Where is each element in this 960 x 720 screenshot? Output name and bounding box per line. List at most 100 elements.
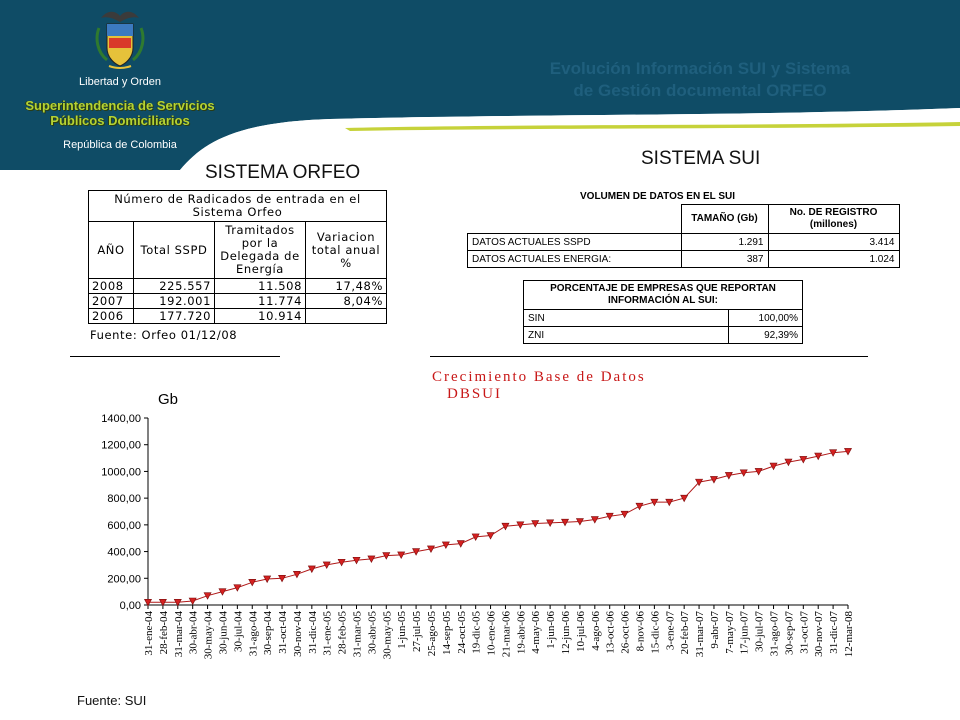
table-row: 2006 177.720 10.914	[88, 308, 387, 324]
orfeo-cell: 11.774	[214, 293, 306, 309]
data-point	[486, 532, 495, 540]
companies-cell: SIN	[523, 309, 729, 327]
y-tick-label: 1000,00	[101, 466, 141, 478]
data-point	[322, 561, 331, 570]
data-point	[784, 458, 793, 467]
x-tick-label: 26-oct-06	[620, 611, 632, 654]
orfeo-table-caption: Número de Radicados de entrada en el Sis…	[88, 190, 387, 222]
volume-table: TAMAÑO (Gb) No. DE REGISTRO (millones) D…	[467, 204, 900, 268]
chart-plot-area: 0,00 200,00 400,00 600,00 800,00 1000,00 1200,…	[101, 413, 855, 659]
x-tick-label: 30-nov-07	[813, 611, 825, 657]
chart-title: Crecimiento Base de Datos	[432, 369, 646, 385]
x-tick-label: 30-sep-04	[262, 611, 274, 655]
x-tick-label: 19-abr-06	[515, 611, 527, 655]
orfeo-cell: 11.508	[214, 278, 306, 294]
orfeo-cell: 192.001	[133, 293, 215, 309]
country-text: República de Colombia	[63, 139, 177, 151]
data-point	[441, 541, 450, 550]
x-tick-label: 17-jun-07	[739, 611, 751, 655]
data-point	[337, 558, 346, 567]
y-tick-label: 400,00	[107, 547, 141, 559]
orfeo-cell	[305, 308, 387, 324]
x-tick-label: 28-feb-04	[158, 611, 170, 655]
header-band	[0, 0, 960, 170]
x-tick-label: 31-dic-04	[307, 611, 319, 654]
x-tick-label: 13-oct-06	[605, 611, 617, 654]
orfeo-header-energy: Tramitados por la Delegada de Energía	[214, 221, 306, 279]
volume-header-empty	[467, 204, 682, 234]
x-tick-label: 31-oct-07	[798, 611, 810, 654]
data-point	[695, 478, 704, 487]
x-tick-label: 30-abr-04	[188, 611, 200, 655]
x-tick-label: 31-dic-07	[828, 611, 840, 654]
volume-cell: 1.291	[680, 233, 769, 251]
volume-header-size: TAMAÑO (Gb)	[680, 204, 769, 234]
data-point	[143, 599, 153, 607]
orfeo-cell: 17,48%	[305, 278, 387, 294]
companies-header: PORCENTAJE DE EMPRESAS QUE REPORTAN INFO…	[523, 280, 803, 310]
data-point	[382, 552, 391, 560]
orfeo-cell: 8,04%	[305, 293, 387, 309]
companies-cell: 92,39%	[728, 326, 803, 344]
volume-cell: 387	[680, 250, 769, 268]
data-point	[620, 510, 629, 519]
data-point	[426, 545, 435, 554]
x-tick-label: 31-mar-05	[352, 611, 364, 658]
data-point	[278, 574, 287, 583]
x-tick-label: 31-mar-07	[694, 611, 706, 658]
x-tick-label: 31-ago-04	[247, 611, 259, 657]
x-tick-label: 30-sep-07	[783, 611, 795, 655]
data-point	[516, 521, 525, 529]
companies-table: PORCENTAJE DE EMPRESAS QUE REPORTAN INFO…	[523, 280, 803, 344]
data-point	[814, 452, 823, 461]
data-point	[590, 516, 599, 524]
y-tick-label: 200,00	[107, 573, 141, 585]
x-tick-label: 1-jun-05	[396, 611, 408, 649]
slide-title: Evolución Información SUI y Sistema de G…	[500, 58, 900, 102]
data-point	[367, 555, 376, 564]
orfeo-cell: 2008	[88, 278, 134, 294]
data-point	[739, 469, 748, 477]
data-point	[605, 512, 614, 521]
volume-caption: VOLUMEN DE DATOS EN EL SUI	[580, 191, 736, 202]
x-tick-label: 31-ene-05	[322, 611, 334, 656]
x-tick-label: 9-abr-07	[709, 611, 721, 649]
x-tick-label: 31-ago-07	[769, 611, 781, 657]
data-point	[173, 599, 182, 607]
x-tick-label: 8-nov-06	[634, 611, 646, 652]
data-point	[471, 533, 480, 542]
data-point	[412, 548, 421, 556]
volume-cell: DATOS ACTUALES ENERGIA:	[467, 250, 682, 268]
x-tick-label: 1-jun-06	[545, 611, 557, 649]
data-point	[650, 498, 659, 507]
orfeo-cell: 225.557	[133, 278, 215, 294]
x-tick-label: 12-jun-06	[560, 611, 572, 655]
table-row: 2008 225.557 11.508 17,48%	[88, 278, 387, 294]
series-line	[148, 450, 849, 603]
x-tick-label: 24-oct-05	[456, 611, 468, 654]
x-tick-label: 31-oct-04	[277, 611, 289, 654]
organization-line-1: Superintendencia de Servicios	[25, 98, 215, 113]
volume-header-records: No. DE REGISTRO (millones)	[767, 204, 900, 234]
x-tick-label: 30-nov-04	[292, 611, 304, 657]
x-tick-label: 19-dic-05	[471, 611, 483, 654]
data-point	[233, 584, 242, 592]
data-point	[769, 462, 778, 471]
data-point	[709, 476, 718, 484]
orfeo-cell: 177.720	[133, 308, 215, 324]
x-tick-label: 28-feb-05	[337, 611, 349, 655]
data-point	[724, 472, 733, 480]
data-point	[263, 575, 272, 584]
data-point	[307, 565, 316, 574]
slide-title-line-2: de Gestión documental ORFEO	[573, 81, 827, 100]
orfeo-header-total: Total SSPD	[133, 221, 215, 279]
organization-line-2: Públicos Domiciliarios	[50, 113, 190, 128]
data-point	[575, 518, 584, 526]
companies-cell: ZNI	[523, 326, 729, 344]
x-tick-label: 31-mar-04	[173, 611, 185, 658]
y-tick-label: 1400,00	[101, 413, 141, 425]
orfeo-table: Número de Radicados de entrada en el Sis…	[88, 190, 387, 324]
volume-cell: 1.024	[767, 250, 900, 268]
chart-ylabel: Gb	[158, 391, 178, 408]
x-tick-label: 4-may-06	[530, 611, 542, 654]
